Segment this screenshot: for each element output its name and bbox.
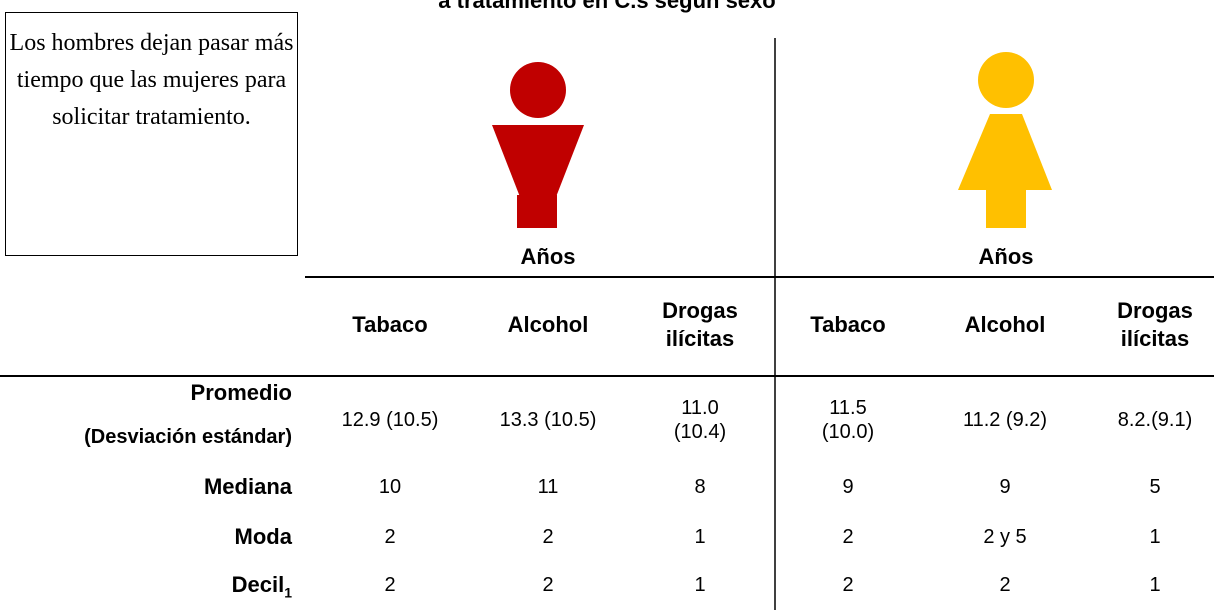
- column-header: Drogas ilícitas: [1117, 298, 1193, 351]
- cell: 11.5 (10.0): [821, 397, 875, 443]
- cell: 5: [1149, 476, 1161, 498]
- note-box: Los hombres dejan pasar más tiempo que l…: [5, 12, 298, 256]
- cell: 2: [542, 526, 554, 548]
- cell: 1: [694, 574, 706, 596]
- cell: 2: [384, 526, 396, 548]
- cell: 9: [842, 476, 854, 498]
- cell: 13.3 (10.5): [499, 409, 597, 431]
- cell: 12.9 (10.5): [341, 409, 439, 431]
- column-header: Tabaco: [352, 312, 428, 337]
- cell: 9: [999, 476, 1011, 498]
- row-label-sub: 1: [284, 584, 292, 601]
- cell: 2: [842, 574, 854, 596]
- cell: 8: [694, 476, 706, 498]
- group-label: Años: [978, 244, 1034, 269]
- cell: 11.0 (10.4): [673, 397, 727, 443]
- cell: 1: [1149, 526, 1161, 548]
- cell: 2 y 5: [983, 526, 1027, 548]
- cell: 2: [999, 574, 1011, 596]
- row-label: Decil1: [231, 572, 292, 601]
- group-label: Años: [520, 244, 576, 269]
- column-header: Alcohol: [507, 312, 589, 337]
- row-label: Moda: [234, 524, 292, 549]
- row-label: Promedio: [190, 380, 292, 405]
- male-icon: [492, 62, 584, 228]
- cell: 1: [1149, 574, 1161, 596]
- rule: [0, 375, 1214, 377]
- cell: 1: [694, 526, 706, 548]
- column-header: Tabaco: [810, 312, 886, 337]
- title: a tratamiento en C.s según sexo: [438, 0, 776, 13]
- row-label: Mediana: [203, 474, 292, 499]
- column-header: Drogas ilícitas: [662, 298, 738, 351]
- column-header: Alcohol: [964, 312, 1046, 337]
- female-icon: [958, 52, 1052, 228]
- rule: [305, 276, 1214, 278]
- row-sublabel: (Desviación estándar): [84, 426, 292, 448]
- cell: 8.2.(9.1): [1117, 409, 1193, 431]
- cell: 11.2 (9.2): [962, 409, 1048, 431]
- cell: 2: [384, 574, 396, 596]
- cell: 2: [542, 574, 554, 596]
- cell: 2: [842, 526, 854, 548]
- cell: 11: [537, 476, 559, 498]
- cell: 10: [378, 476, 402, 498]
